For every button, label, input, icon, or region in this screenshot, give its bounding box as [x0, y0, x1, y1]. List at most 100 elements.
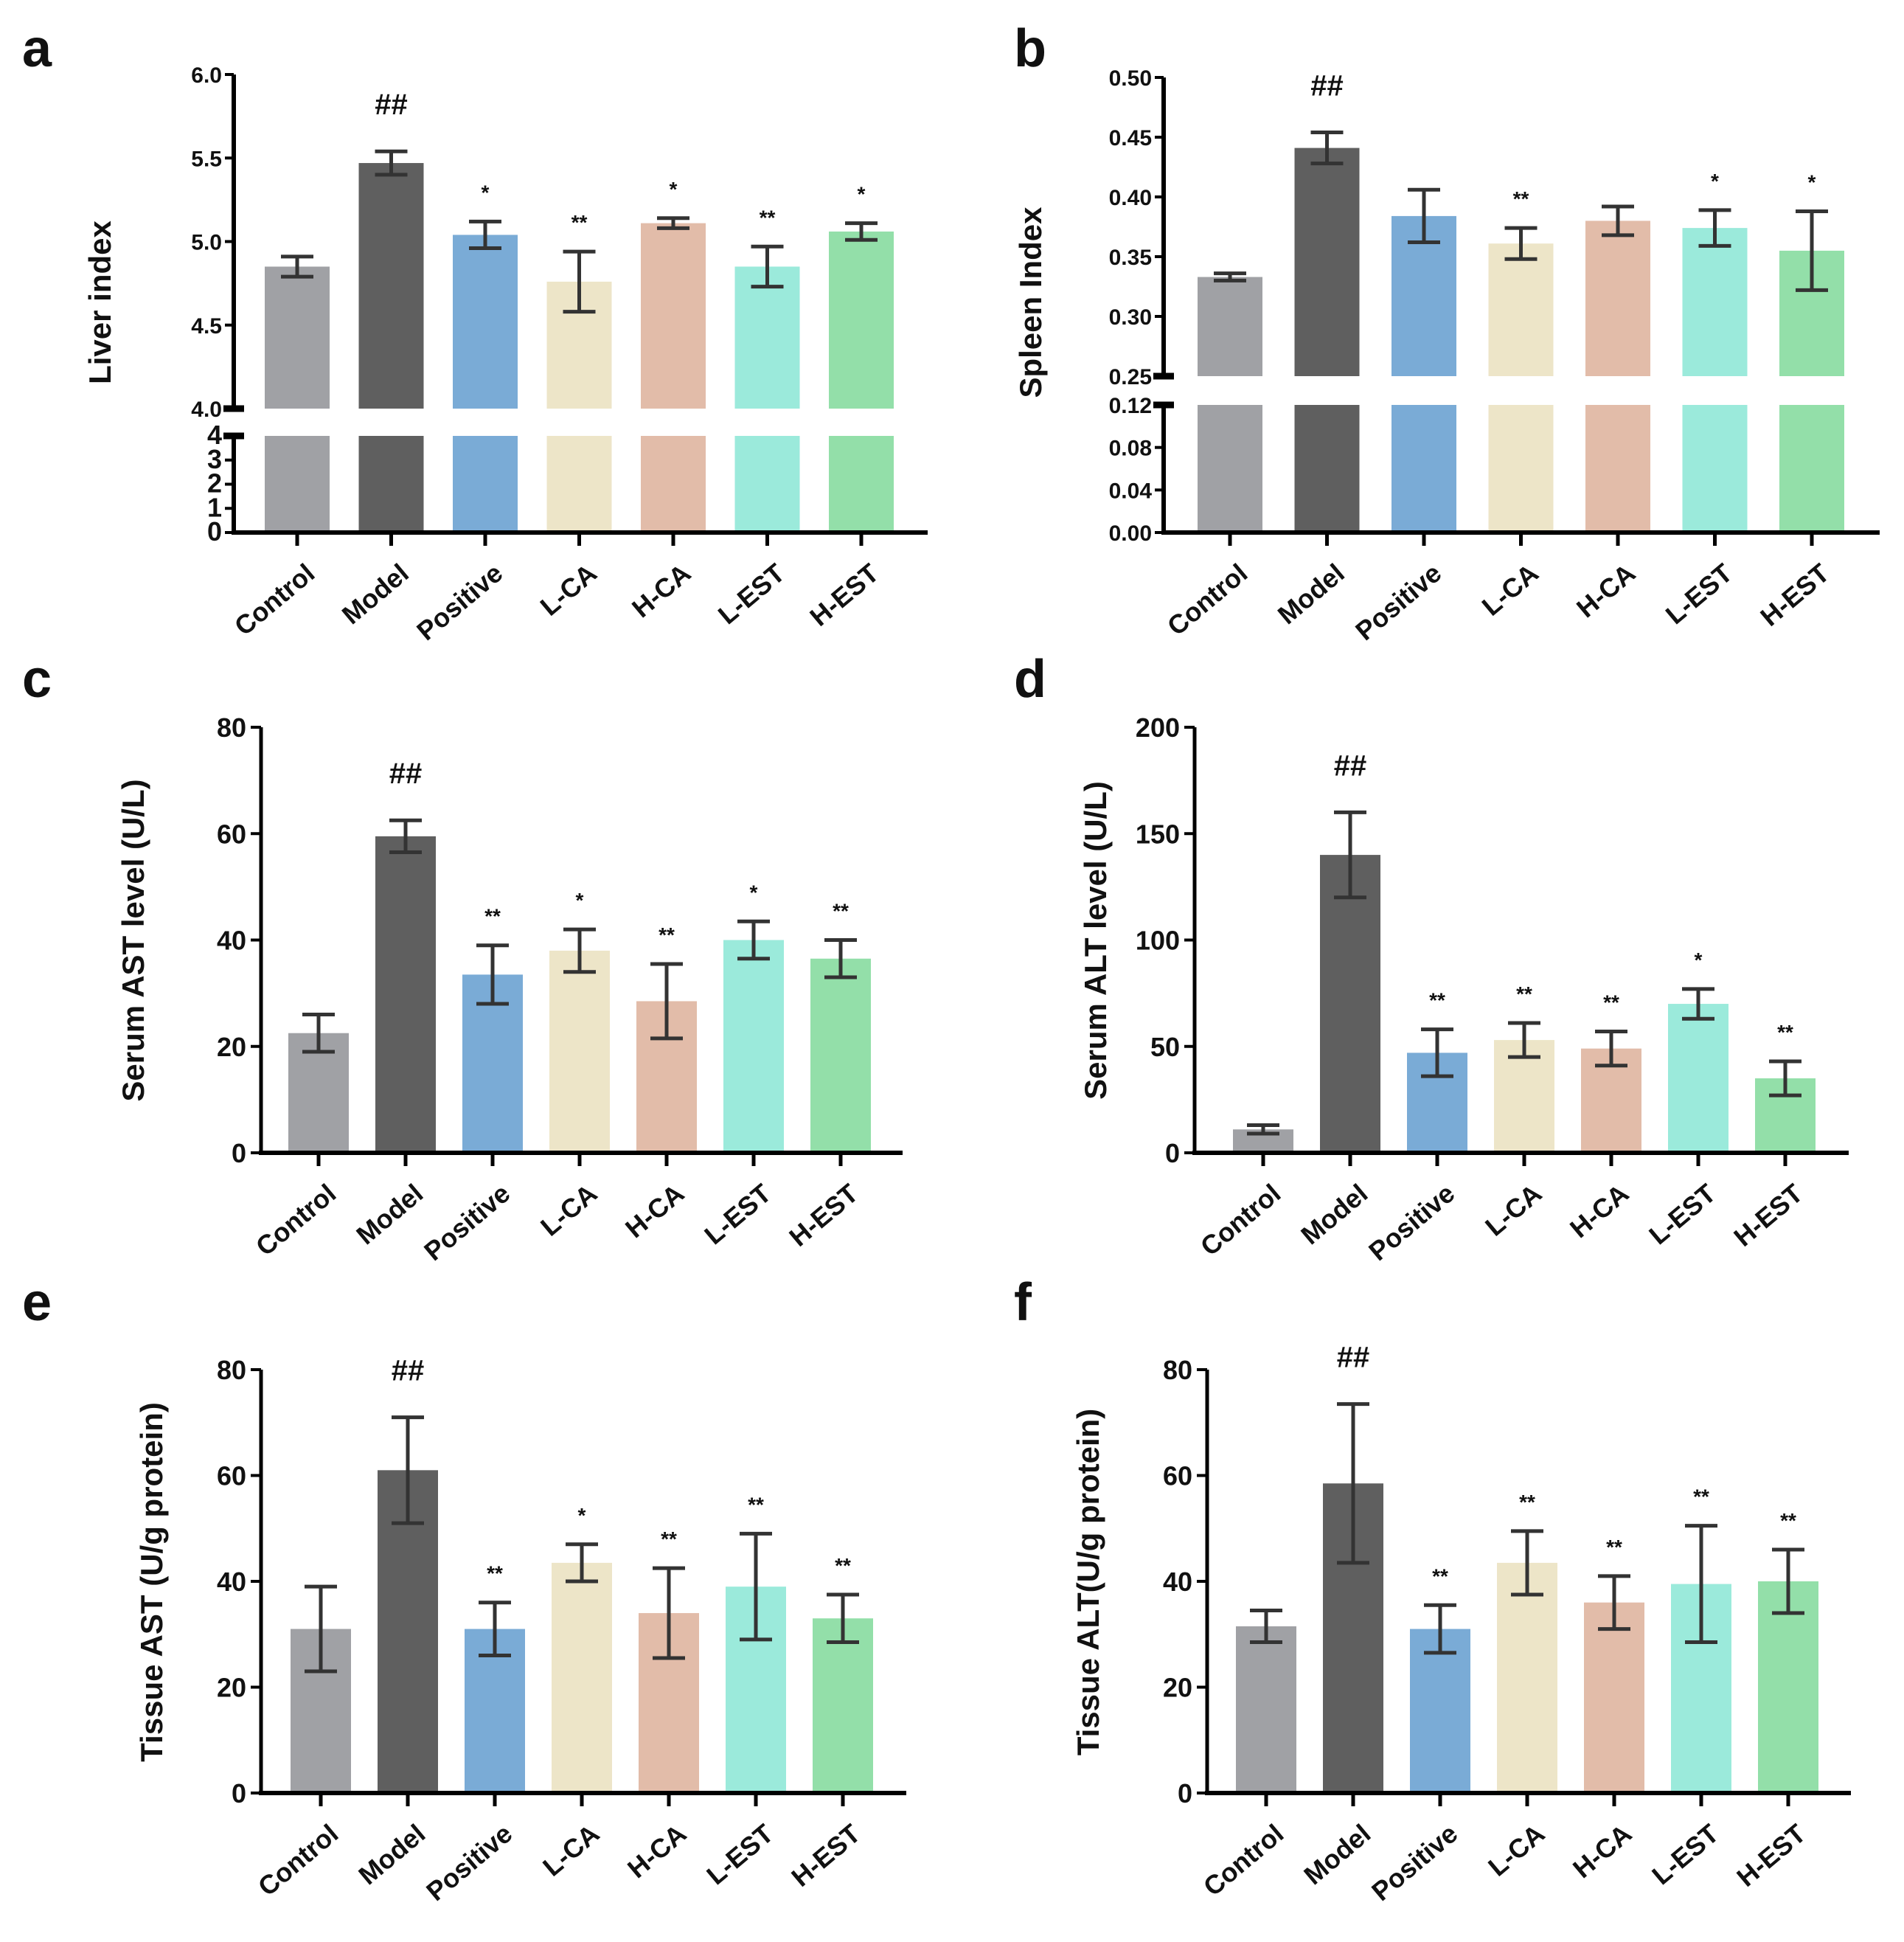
significance-label: * — [576, 889, 584, 912]
x-tick-label: H-CA — [626, 558, 696, 623]
y-tick-label: 60 — [217, 1461, 246, 1491]
panel-letter: a — [22, 19, 52, 78]
x-tick-label: Control — [229, 558, 320, 642]
bar-H-EST — [810, 958, 871, 1153]
y-tick-label: 150 — [1136, 819, 1180, 849]
bar-H-CA — [1584, 1602, 1644, 1793]
y-tick-label: 60 — [217, 819, 246, 849]
significance-label: ** — [1606, 1536, 1622, 1558]
y-tick-label: 1 — [207, 492, 222, 522]
y-axis-label: Tissue AST (U/g protein) — [134, 1402, 169, 1762]
bar-Positive — [1410, 1629, 1470, 1793]
x-tick-label: Control — [252, 1818, 344, 1902]
bar-Model — [1294, 148, 1360, 376]
bar-Model — [1320, 855, 1380, 1153]
bar-lower-Positive — [1391, 405, 1456, 533]
x-tick-label: H-EST — [1728, 1178, 1808, 1252]
bar-L-EST — [1682, 228, 1748, 376]
x-tick-label: Control — [250, 1178, 341, 1262]
significance-label: * — [858, 183, 866, 206]
x-tick-label: Model — [1298, 1818, 1376, 1890]
panel-letter: f — [1014, 1273, 1032, 1332]
significance-label: ## — [375, 89, 408, 121]
x-tick-label: Control — [1198, 1818, 1289, 1902]
y-tick-label: 60 — [1163, 1461, 1192, 1491]
significance-label: ## — [392, 1355, 425, 1387]
bar-H-CA — [641, 223, 706, 409]
y-tick-label: 80 — [217, 712, 246, 743]
x-tick-label: Positive — [1363, 1178, 1460, 1266]
x-tick-label: L-EST — [712, 558, 791, 630]
x-tick-label: Model — [350, 1178, 428, 1250]
x-tick-label: L-EST — [701, 1818, 779, 1890]
significance-label: ** — [760, 206, 776, 229]
significance-label: ** — [571, 211, 588, 234]
x-tick-label: L-CA — [537, 1818, 605, 1882]
x-tick-label: Positive — [1366, 1818, 1463, 1907]
x-tick-label: L-CA — [1476, 558, 1544, 622]
significance-label: ** — [748, 1493, 764, 1516]
bar-L-CA — [549, 950, 610, 1153]
x-tick-label: Model — [1272, 558, 1350, 630]
y-tick-label: 20 — [217, 1673, 246, 1703]
y-tick-label: 4.5 — [191, 314, 222, 339]
x-tick-label: Positive — [411, 558, 508, 646]
significance-label: * — [750, 881, 758, 904]
y-tick-label: 5.5 — [191, 147, 222, 171]
bar-Control — [1236, 1626, 1296, 1793]
y-tick-label: 0.04 — [1109, 479, 1153, 503]
bar-Positive — [453, 235, 518, 409]
y-tick-label: 0 — [207, 516, 222, 547]
x-tick-label: H-EST — [785, 1818, 866, 1893]
bar-lower-Positive — [453, 436, 518, 533]
y-tick-label: 0.12 — [1109, 394, 1152, 418]
x-tick-label: H-CA — [619, 1178, 689, 1244]
bar-lower-Model — [1294, 405, 1360, 533]
x-tick-label: L-CA — [1482, 1818, 1550, 1882]
x-tick-label: Positive — [420, 1818, 518, 1907]
y-tick-label: 20 — [1163, 1673, 1192, 1703]
bar-lower-H-EST — [829, 436, 894, 533]
significance-label: ** — [1603, 991, 1619, 1014]
bar-L-CA — [552, 1562, 612, 1793]
bar-lower-L-EST — [734, 436, 800, 533]
significance-label: ** — [1519, 1491, 1535, 1513]
y-tick-label: 100 — [1136, 926, 1180, 956]
bar-H-EST — [1758, 1581, 1818, 1793]
significance-label: ## — [1334, 749, 1367, 782]
x-tick-label: Model — [336, 558, 414, 630]
significance-label: * — [670, 178, 678, 201]
x-tick-label: Model — [1295, 1178, 1373, 1250]
bar-lower-H-CA — [1585, 405, 1650, 533]
y-tick-label: 0.40 — [1109, 186, 1152, 210]
significance-label: ** — [659, 923, 675, 946]
panel-f: f Tissue ALT(U/g protein) 0 20 40 60 80 Control… — [1014, 1273, 1851, 1907]
y-axis-label: Liver index — [83, 220, 117, 384]
bar-L-EST — [1668, 1004, 1728, 1153]
bar-lower-L-EST — [1682, 405, 1748, 533]
x-tick-label: H-CA — [1567, 1818, 1637, 1884]
x-tick-label: L-CA — [535, 558, 602, 622]
y-axis-label: Tissue ALT(U/g protein) — [1071, 1409, 1105, 1756]
bar-lower-L-CA — [546, 436, 612, 533]
significance-label: ** — [1432, 1564, 1448, 1587]
y-tick-label: 0 — [232, 1778, 246, 1809]
y-tick-label: 80 — [1163, 1355, 1192, 1385]
panel-letter: c — [22, 650, 52, 709]
significance-label: ** — [484, 905, 501, 928]
y-tick-label: 40 — [217, 926, 246, 956]
x-tick-label: Positive — [1349, 558, 1447, 646]
y-tick-label: 0.30 — [1109, 305, 1152, 330]
significance-label: ** — [1780, 1509, 1796, 1532]
significance-label: ** — [833, 900, 849, 923]
significance-label: ## — [1310, 70, 1344, 103]
bar-L-CA — [1497, 1562, 1557, 1793]
significance-label: ** — [1513, 187, 1529, 210]
significance-label: * — [1695, 949, 1703, 971]
bar-Control — [1198, 277, 1262, 376]
bar-L-CA — [1488, 243, 1554, 376]
x-tick-label: H-CA — [1571, 558, 1641, 623]
x-tick-label: H-EST — [783, 1178, 864, 1252]
x-tick-label: Positive — [418, 1178, 515, 1266]
